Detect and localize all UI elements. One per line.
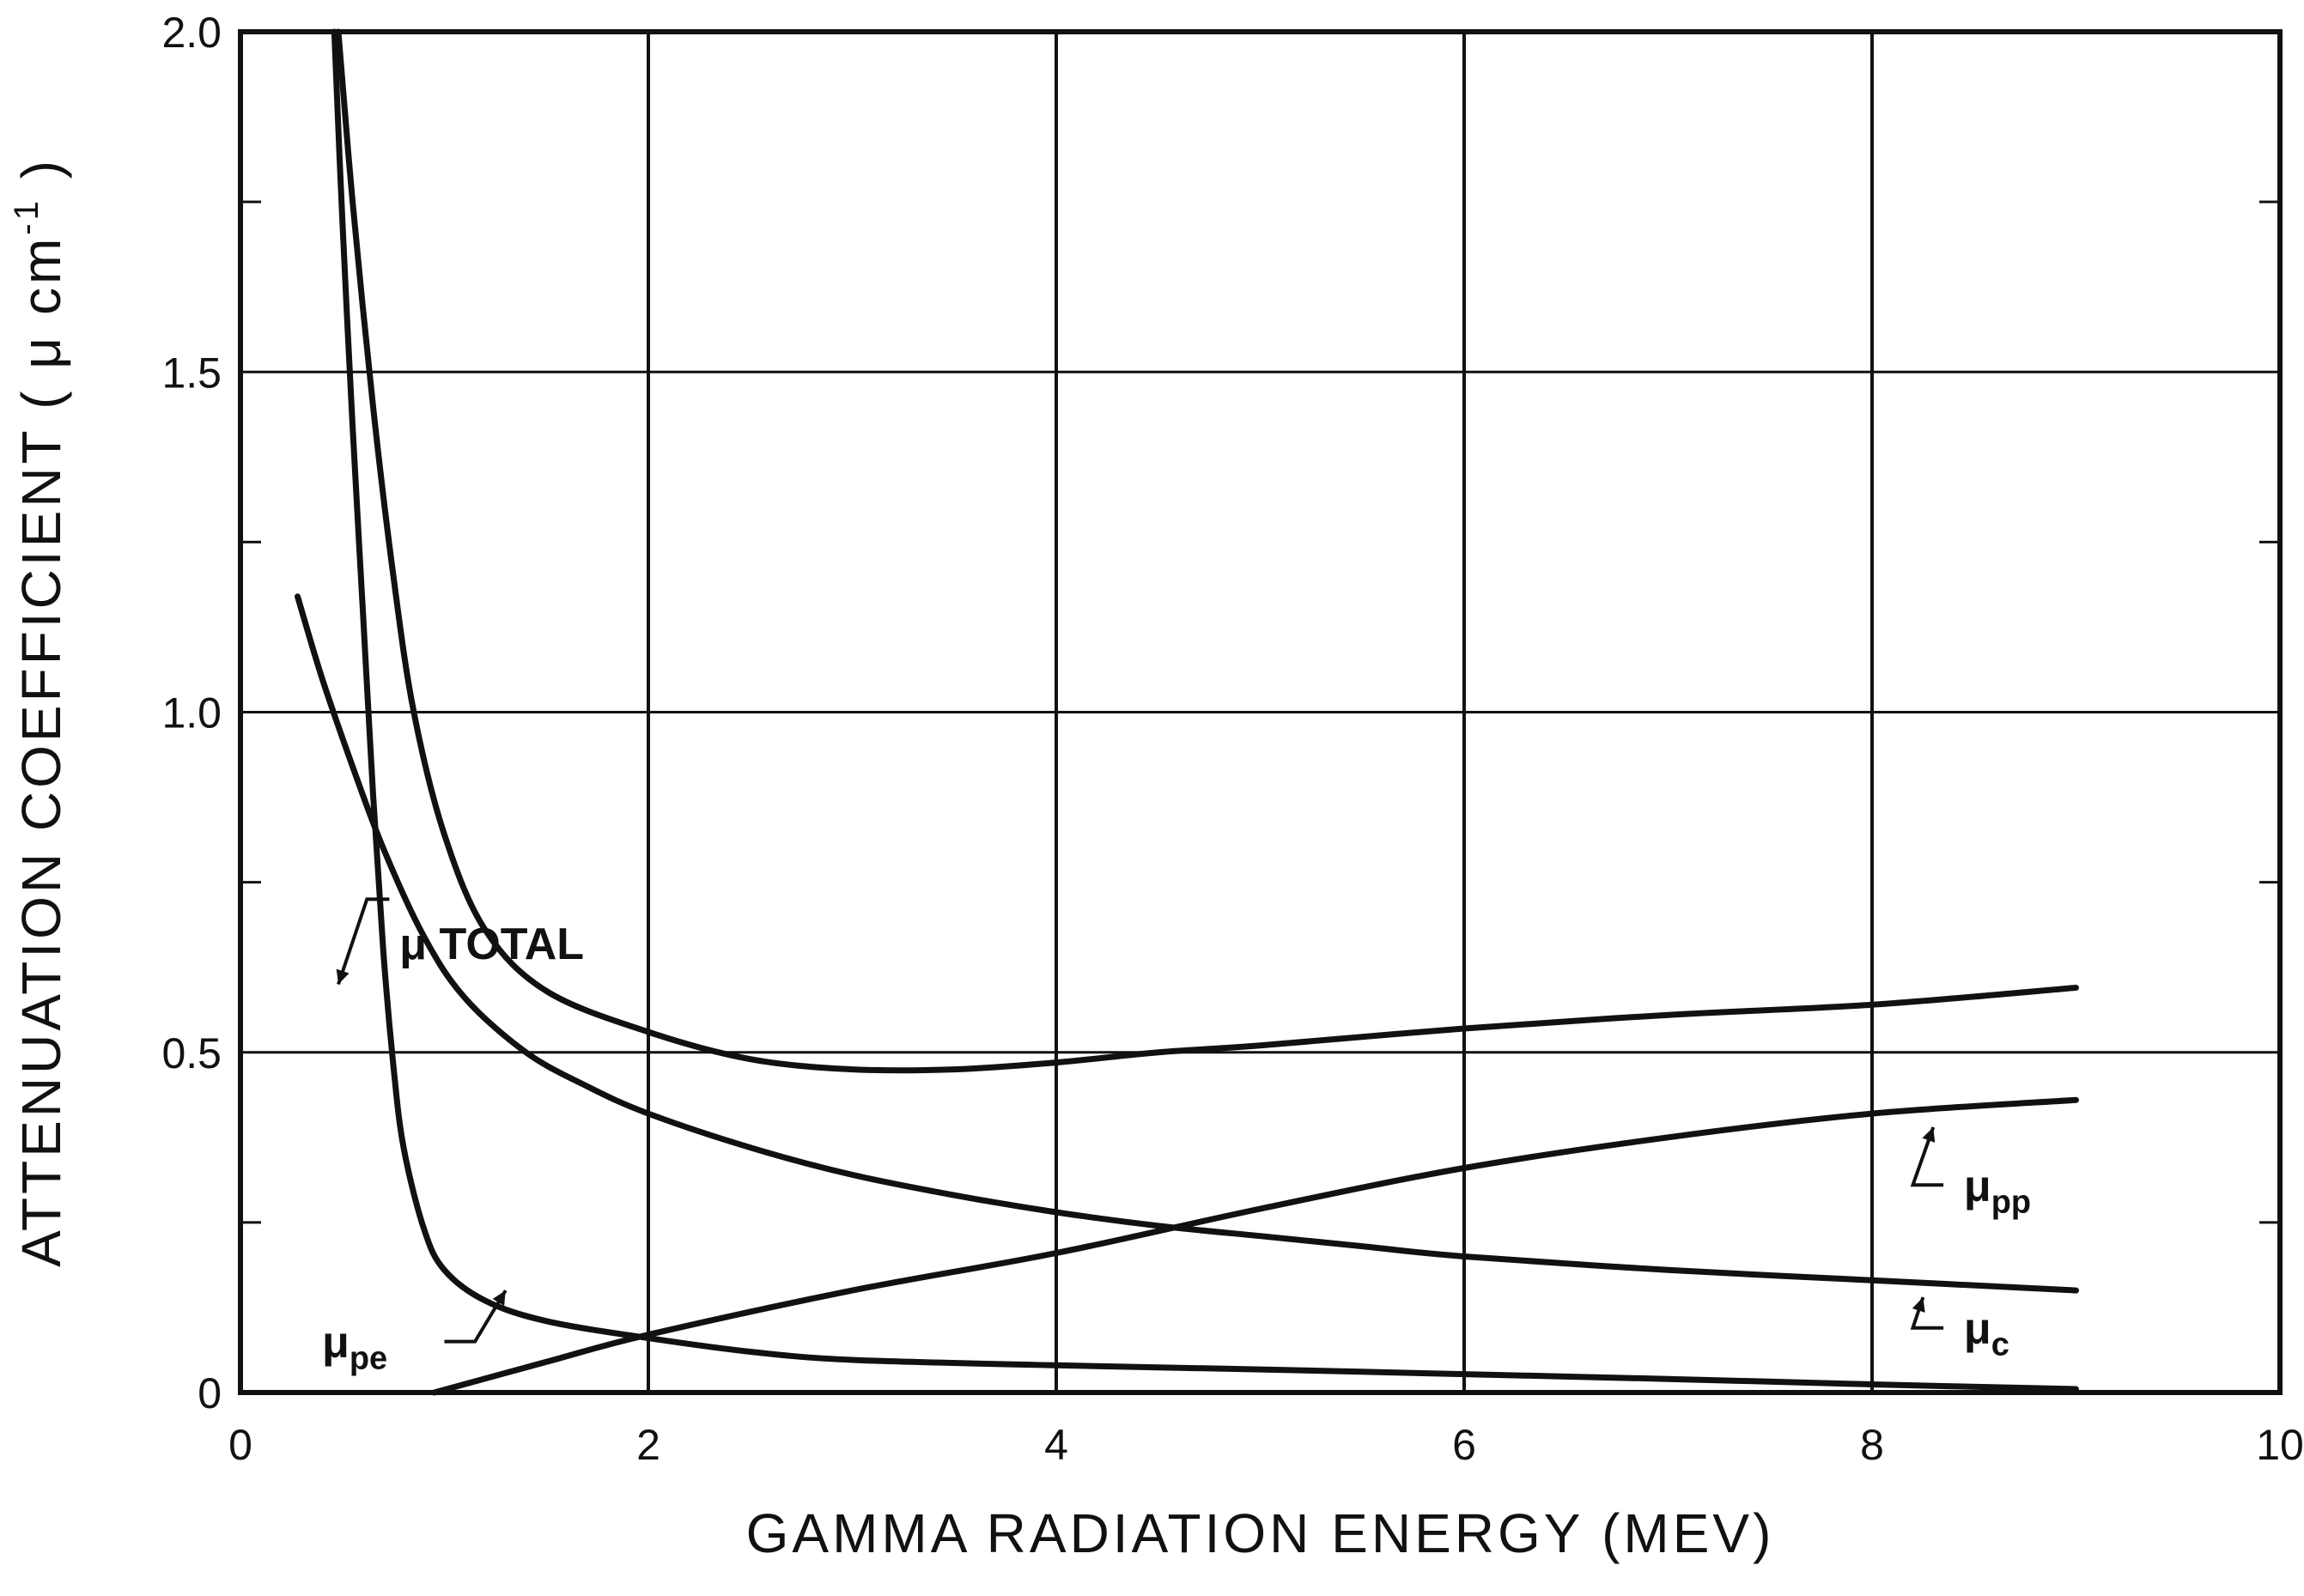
plot-frame: [238, 29, 2283, 1395]
y-tick-label-1: 0.5: [161, 1029, 222, 1077]
x-axis-title: GAMMA RADIATION ENERGY (MEV): [746, 1502, 1775, 1564]
series-line-mu-pe: [331, 28, 2079, 1393]
y-tick-labels: 0 0.5 1.0 1.5 2.0: [161, 9, 222, 1417]
leader-mu-pp: [1910, 1126, 1944, 1187]
label-mu-pe-main: μ: [322, 1318, 350, 1368]
y-tick-label-0: 0: [198, 1369, 222, 1417]
label-mu-pp-main: μ: [1964, 1161, 1991, 1211]
grid: [240, 32, 2280, 1393]
leader-mu-c: [1910, 1296, 1944, 1330]
leader-mu-pe: [444, 1290, 508, 1344]
label-mu-total: μ TOTAL: [399, 919, 584, 969]
arrowhead-mu-c: [1912, 1297, 1925, 1313]
series-line-mu-pp: [431, 1096, 2079, 1396]
series-curves: [295, 28, 2079, 1396]
label-mu-total-main: μ TOTAL: [399, 919, 584, 969]
series-line-mu-total: [335, 28, 2079, 1074]
y-tick-label-4: 2.0: [161, 9, 222, 57]
label-mu-c: μc: [1964, 1304, 2009, 1363]
y-axis-title: ATTENUATION COEFFICIENT ( μ cm-1 ): [8, 157, 72, 1267]
arrowhead-mu-total: [336, 968, 350, 985]
label-mu-pe-subscript: pe: [350, 1341, 387, 1377]
arrowhead-mu-pp: [1922, 1126, 1936, 1143]
label-mu-c-main: μ: [1964, 1304, 1991, 1354]
arrowhead-mu-pe: [492, 1290, 506, 1307]
series-line-mu-c: [295, 593, 2079, 1294]
x-tick-label-4: 8: [1860, 1421, 1884, 1469]
leader-mu-total: [337, 897, 390, 986]
x-tick-label-2: 4: [1044, 1421, 1068, 1469]
y-tick-label-3: 1.5: [161, 349, 222, 397]
label-mu-pp: μpp: [1964, 1161, 2031, 1220]
y-tick-label-2: 1.0: [161, 689, 222, 737]
label-mu-pe: μpe: [322, 1318, 387, 1377]
label-mu-pp-subscript: pp: [1991, 1184, 2031, 1220]
y-axis-title-text: ATTENUATION COEFFICIENT ( μ cm: [10, 235, 72, 1267]
y-axis-title-superscript: -1: [8, 197, 46, 235]
x-tick-label-3: 6: [1452, 1421, 1476, 1469]
x-tick-labels: 0 2 4 6 8 10: [228, 1421, 2304, 1469]
label-mu-c-subscript: c: [1991, 1327, 2009, 1363]
axis-ticks: [240, 200, 2280, 1224]
y-axis-title-close: ): [10, 157, 72, 197]
x-tick-label-0: 0: [228, 1421, 252, 1469]
x-tick-label-5: 10: [2256, 1421, 2304, 1469]
x-tick-label-1: 2: [636, 1421, 660, 1469]
